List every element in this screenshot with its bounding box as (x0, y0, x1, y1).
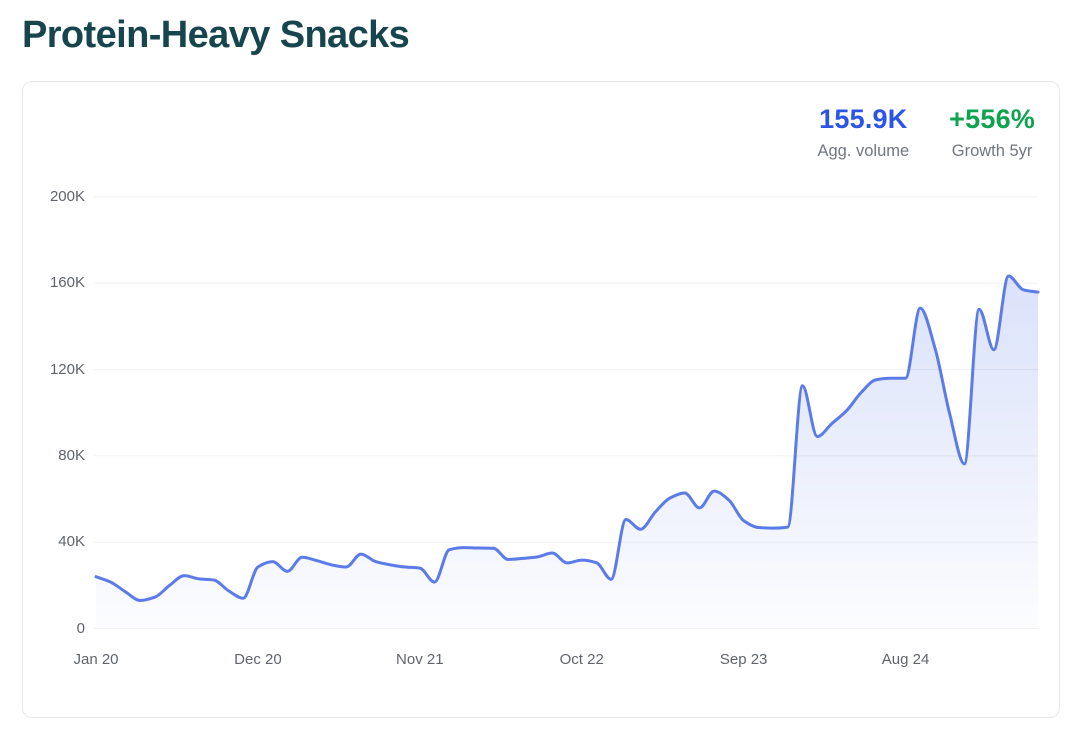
y-axis-tick-label: 160K (49, 274, 85, 292)
trend-line (94, 274, 1040, 602)
stat-growth-5yr: +556% Growth 5yr (949, 106, 1035, 161)
trend-chart-card: 155.9K Agg. volume +556% Growth 5yr (22, 81, 1060, 718)
y-axis: 0 40K 80K 120K 160K 200K (23, 82, 85, 717)
stat-agg-volume: 155.9K Agg. volume (817, 106, 909, 161)
y-axis-tick-label: 40K (58, 533, 85, 551)
stats-panel: 155.9K Agg. volume +556% Growth 5yr (817, 106, 1035, 161)
agg-volume-value: 155.9K (819, 104, 908, 134)
y-axis-tick-label: 0 (76, 619, 85, 637)
y-axis-tick-label: 80K (58, 446, 85, 464)
area-fill (96, 275, 1038, 629)
growth-value: +556% (949, 104, 1035, 134)
agg-volume-label: Agg. volume (817, 142, 910, 160)
chart-area[interactable]: 0 40K 80K 120K 160K 200K Jan 20 Dec 20 Nov 21 Oc… (23, 82, 1059, 717)
y-axis-tick-label: 200K (49, 188, 85, 205)
page-title: Protein-Heavy Snacks (22, 14, 410, 56)
chart-canvas[interactable] (23, 82, 1061, 719)
y-axis-tick-label: 120K (49, 360, 85, 378)
growth-label: Growth 5yr (951, 142, 1033, 160)
